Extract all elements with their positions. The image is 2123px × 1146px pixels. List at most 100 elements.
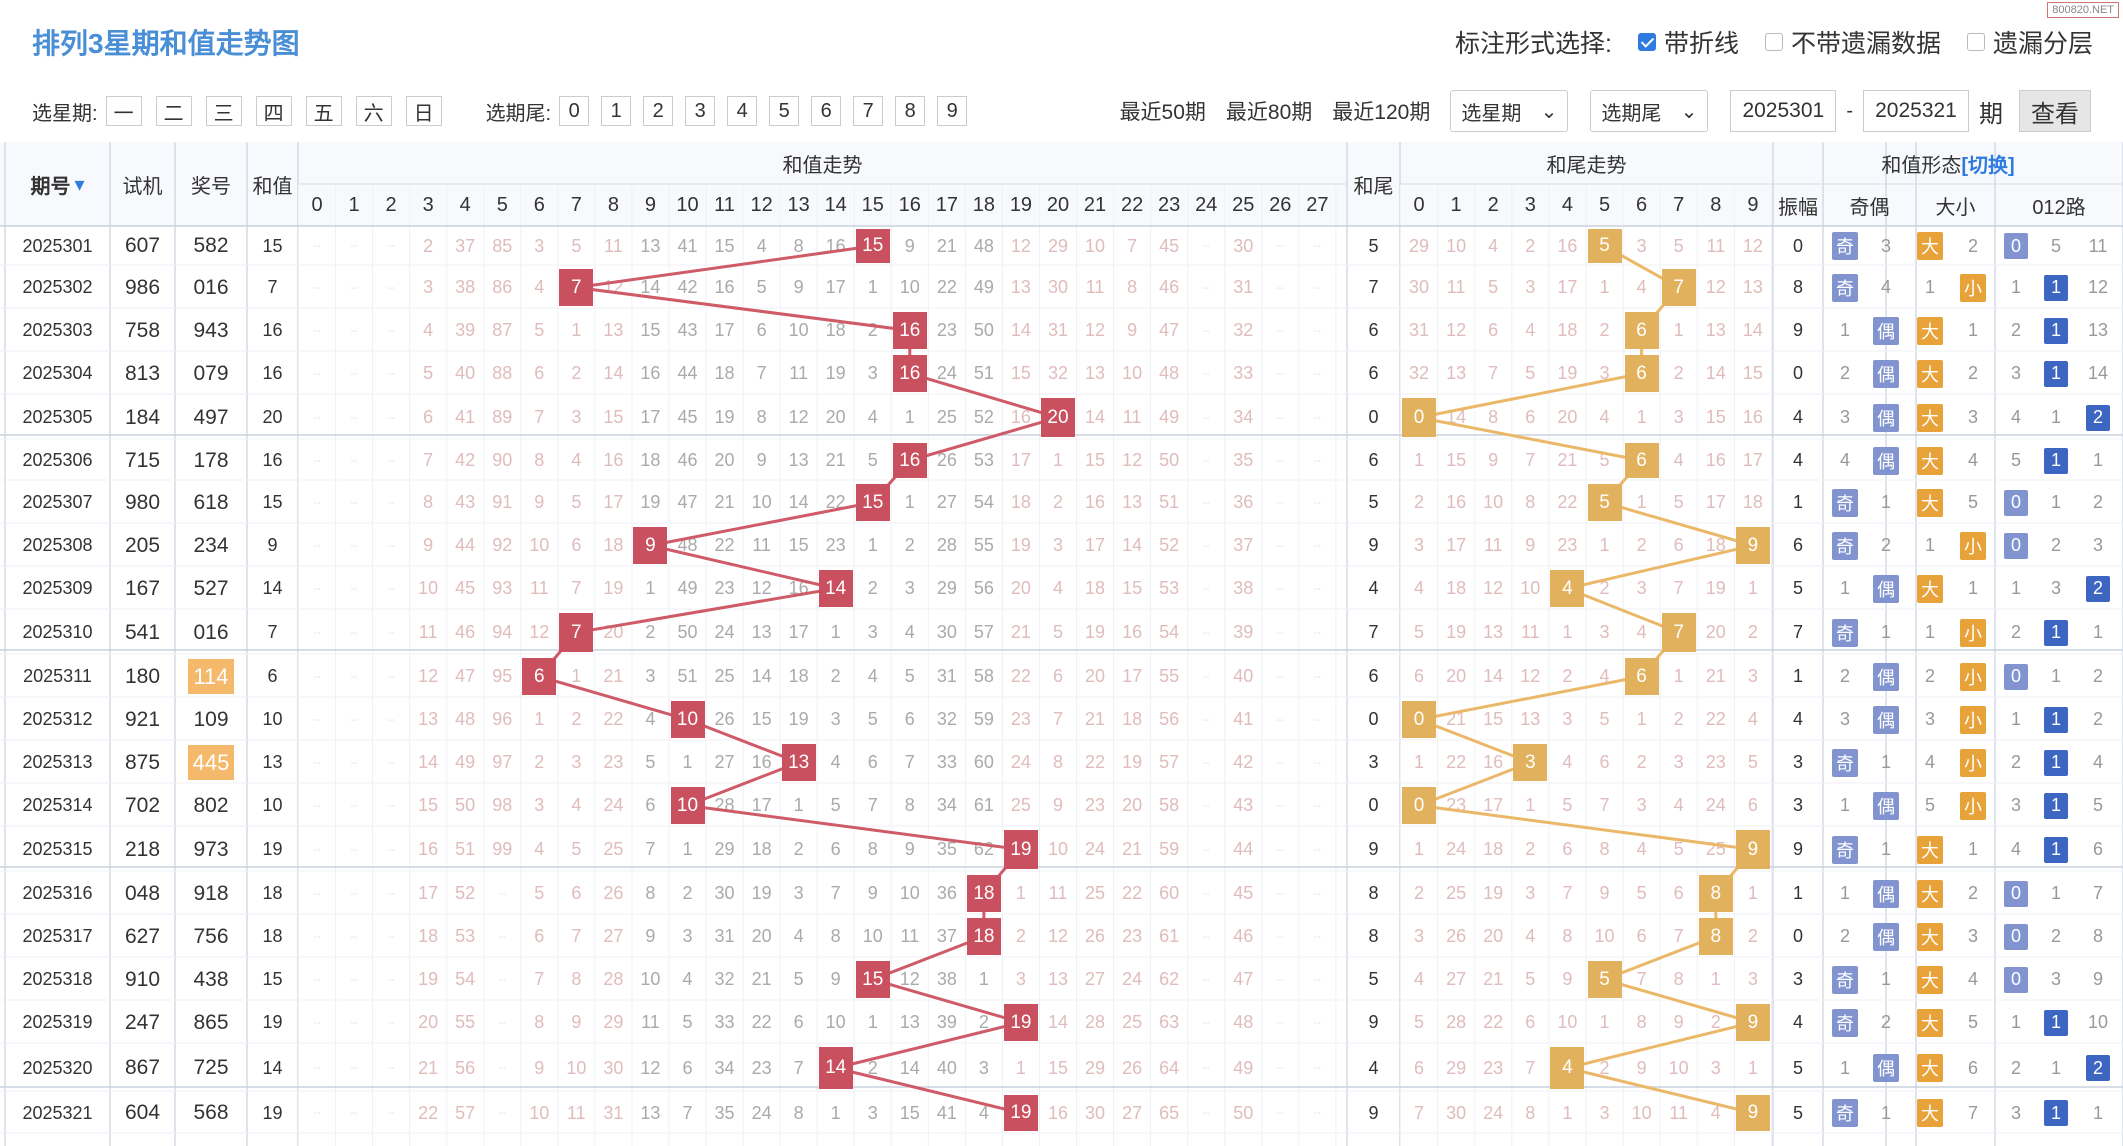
tail-button[interactable]: 2 [643, 96, 674, 126]
checkbox-icon[interactable] [1966, 33, 1985, 51]
tail-miss-cell: 7 [1525, 1057, 1536, 1078]
sum-miss-cell: 44 [677, 363, 698, 383]
tail-button[interactable]: 1 [601, 96, 632, 126]
checkbox-icon[interactable] [1764, 33, 1783, 51]
sum-miss-cell: 16 [1010, 407, 1031, 427]
range-link[interactable]: 最近80期 [1225, 101, 1313, 124]
bigsmall-badge: 小 [1960, 618, 1986, 647]
sum-miss-cell: -- [350, 324, 358, 337]
bigsmall-badge: 大 [1917, 574, 1943, 603]
bigsmall-miss: 1 [1924, 277, 1935, 297]
tail-button[interactable]: 7 [853, 96, 884, 126]
tail-number-header: 9 [1747, 193, 1759, 216]
sum-cell: 19 [262, 1012, 283, 1032]
weekday-button[interactable]: 五 [305, 96, 342, 126]
tail-cell: 4 [1368, 1057, 1379, 1078]
sum-miss-cell: 16 [825, 235, 846, 256]
query-button[interactable]: 查看 [2019, 90, 2091, 132]
weekday-button[interactable]: 日 [405, 96, 442, 126]
sum-miss-cell: 50 [455, 795, 476, 815]
option-no-miss[interactable]: 不带遗漏数据 [1764, 24, 1941, 60]
tail-miss-cell: 8 [1599, 839, 1610, 859]
sum-miss-cell: -- [1276, 713, 1284, 726]
tail-miss-cell: 12 [1742, 235, 1763, 256]
tail-miss-cell: 13 [1742, 277, 1763, 297]
tail-button[interactable]: 4 [727, 96, 758, 126]
tail-button[interactable]: 8 [895, 96, 926, 126]
sum-miss-cell: 19 [603, 578, 624, 598]
tail-ball: 6 [1624, 312, 1659, 349]
bigsmall-badge: 大 [1917, 1054, 1943, 1082]
watermark: 800820.NET [2047, 2, 2119, 18]
sum-miss-cell: 4 [682, 969, 693, 989]
tail-miss-cell: 6 [1488, 320, 1499, 340]
select-tail[interactable]: 选期尾 ⌄ [1590, 90, 1709, 132]
tail-miss-cell: 3 [1673, 407, 1684, 427]
weekday-button[interactable]: 四 [255, 96, 292, 126]
tail-miss-cell: 29 [1408, 235, 1430, 256]
select-weekday[interactable]: 选星期 ⌄ [1450, 90, 1569, 132]
route-badge: 1 [2044, 1009, 2068, 1036]
sum-miss-cell: -- [1202, 756, 1210, 769]
sum-ball: 16 [892, 443, 927, 478]
sum-miss-cell: 16 [603, 450, 624, 470]
sum-number-header: 23 [1158, 193, 1181, 216]
weekday-button[interactable]: 三 [205, 96, 242, 126]
sum-miss-cell: 46 [677, 450, 698, 470]
sum-miss-cell: 29 [1085, 1057, 1106, 1078]
sum-miss-cell: -- [1202, 454, 1210, 467]
tail-button[interactable]: 0 [559, 96, 590, 126]
tail-miss-cell: 9 [1636, 1057, 1647, 1078]
weekday-button[interactable]: 二 [155, 96, 192, 126]
option-with-line[interactable]: 带折线 [1637, 24, 1739, 60]
to-issue-input[interactable]: 2025321 [1863, 90, 1969, 132]
tail-miss-cell: 30 [1408, 277, 1430, 297]
route-miss: 1 [2050, 1057, 2061, 1078]
tail-miss-cell: 4 [1747, 709, 1758, 729]
sum-miss-cell: 12 [788, 407, 809, 427]
sum-miss-cell: -- [1202, 973, 1210, 986]
sum-miss-cell: 12 [1085, 320, 1106, 340]
sum-miss-cell: 15 [751, 709, 772, 729]
amp-cell: 3 [1792, 795, 1803, 815]
select-label: 选期尾 [1601, 102, 1662, 125]
sum-miss-cell: -- [1313, 539, 1321, 552]
checkbox-checked-icon[interactable] [1637, 33, 1656, 51]
sum-miss-cell: -- [1313, 367, 1321, 380]
tail-miss-cell: 4 [1636, 277, 1647, 297]
tail-miss-cell: 6 [1525, 1012, 1536, 1032]
range-link[interactable]: 最近50期 [1119, 101, 1206, 124]
route-badge: 1 [2044, 447, 2068, 474]
sum-miss-cell: 38 [936, 969, 957, 989]
tail-button[interactable]: 3 [685, 96, 716, 126]
column-route: 012路 [2032, 196, 2086, 219]
column-issue[interactable]: 期号 ▾ [5, 142, 110, 226]
sum-miss-cell: 39 [1233, 622, 1254, 642]
column-tail: 和尾 [1353, 175, 1394, 198]
tail-miss-cell: 3 [1747, 969, 1758, 989]
bigsmall-miss: 3 [1967, 926, 1978, 946]
from-issue-input[interactable]: 2025301 [1730, 90, 1837, 132]
weekday-button[interactable]: 六 [355, 96, 392, 126]
range-link[interactable]: 最近120期 [1332, 101, 1431, 124]
sum-miss-cell: 19 [640, 492, 661, 512]
sum-miss-cell: 42 [455, 450, 476, 470]
weekday-button[interactable]: 一 [105, 96, 142, 126]
trial-cell: 921 [124, 707, 161, 731]
tail-miss-cell: 10 [1668, 1057, 1689, 1078]
route-badge: 1 [2044, 619, 2068, 646]
sum-miss-cell: 2 [571, 363, 582, 383]
option-miss-layer[interactable]: 遗漏分层 [1966, 24, 2093, 60]
tail-button[interactable]: 9 [937, 96, 968, 126]
sum-miss-cell: 47 [1159, 320, 1180, 340]
tail-button[interactable]: 5 [769, 96, 800, 126]
tail-miss-cell: 17 [1742, 450, 1763, 470]
tail-miss-cell: 3 [1599, 363, 1610, 383]
tail-button[interactable]: 6 [811, 96, 842, 126]
switch-link[interactable]: [切换] [1961, 154, 2015, 177]
sum-miss-cell: -- [387, 626, 395, 639]
sort-down-icon[interactable]: ▾ [74, 173, 85, 196]
tail-miss-cell: 26 [1446, 926, 1467, 946]
